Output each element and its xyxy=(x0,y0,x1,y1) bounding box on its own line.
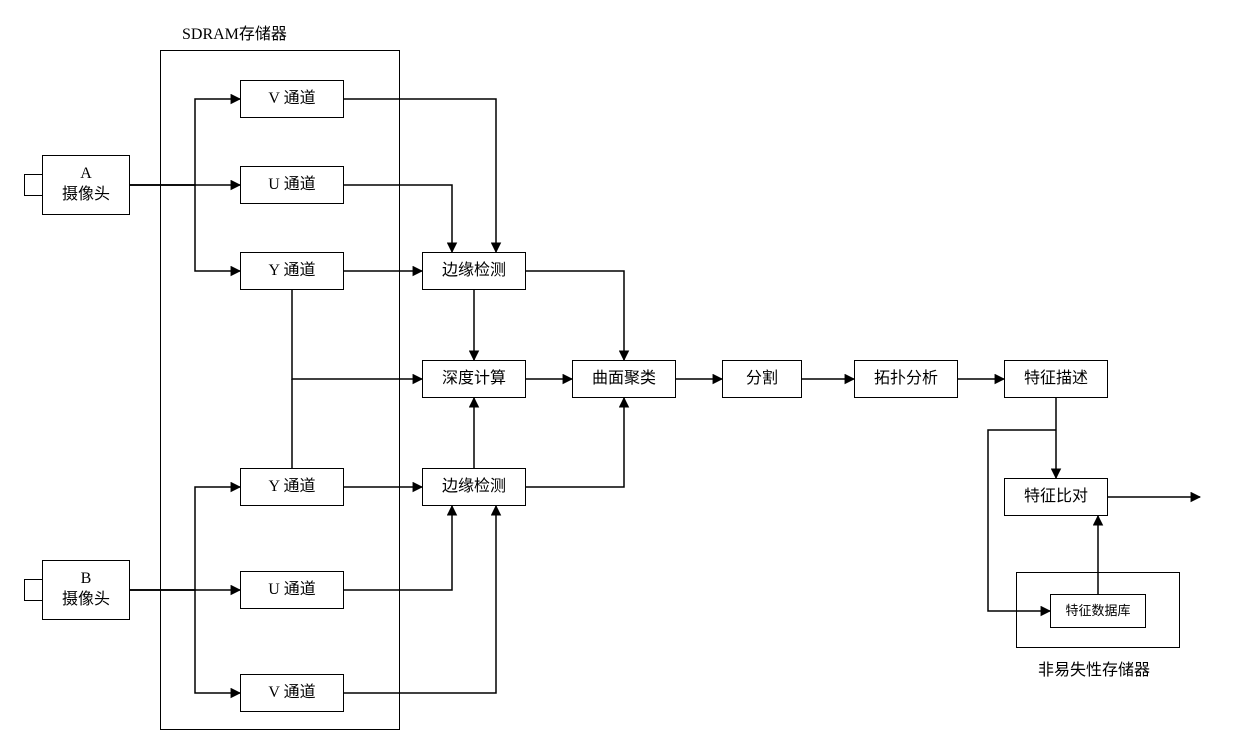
channel-y1: Y 通道 xyxy=(240,252,344,290)
channel-y2: Y 通道 xyxy=(240,468,344,506)
nv-label: 非易失性存储器 xyxy=(1036,656,1152,680)
edge-detect-1: 边缘检测 xyxy=(422,252,526,290)
camera-a: A 摄像头 xyxy=(42,155,130,215)
edge-detect-2: 边缘检测 xyxy=(422,468,526,506)
topology: 拓扑分析 xyxy=(854,360,958,398)
camera-b-tab xyxy=(24,579,42,601)
surface-cluster: 曲面聚类 xyxy=(572,360,676,398)
channel-u1: U 通道 xyxy=(240,166,344,204)
sdram-container xyxy=(160,50,400,730)
segment: 分割 xyxy=(722,360,802,398)
depth-calc: 深度计算 xyxy=(422,360,526,398)
camera-b: B 摄像头 xyxy=(42,560,130,620)
feature-match: 特征比对 xyxy=(1004,478,1108,516)
camera-a-tab xyxy=(24,174,42,196)
feature-desc: 特征描述 xyxy=(1004,360,1108,398)
channel-v1: V 通道 xyxy=(240,80,344,118)
channel-v2: V 通道 xyxy=(240,674,344,712)
channel-u2: U 通道 xyxy=(240,571,344,609)
sdram-label: SDRAM存储器 xyxy=(180,20,289,44)
feature-db: 特征数据库 xyxy=(1050,594,1146,628)
